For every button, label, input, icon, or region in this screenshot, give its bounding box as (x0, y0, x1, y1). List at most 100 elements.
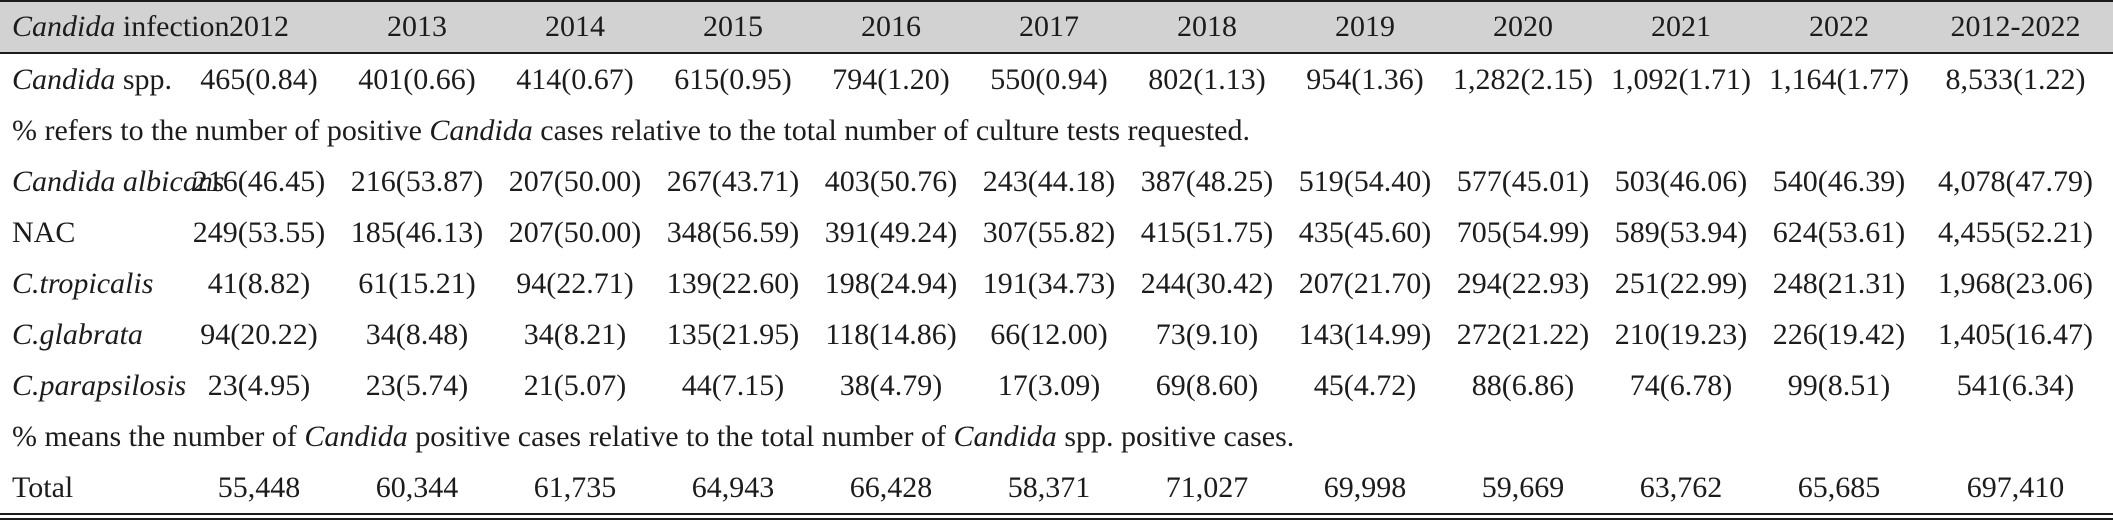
note-segment: % refers to the number of positive (12, 113, 430, 147)
table-cell: 4,455(52.21) (1938, 215, 2093, 249)
table-note-row-1: % refers to the number of positive Candi… (0, 105, 2113, 156)
table-row-nac: NAC 249(53.55) 185(46.13) 207(50.00) 348… (0, 207, 2113, 258)
table-cell: 207(21.70) (1298, 266, 1432, 300)
label-italic: C.parapsilosis (12, 368, 187, 402)
note-segment: % means the number of (12, 419, 305, 453)
table-cell: 391(49.24) (824, 215, 958, 249)
table-cell: 61,735 (496, 462, 654, 520)
header-year-2016: 2016 (812, 1, 970, 53)
note-text-1: % refers to the number of positive Candi… (0, 105, 2113, 156)
table-header-row: Candida infection 2012 2013 2014 2015 20… (0, 1, 2113, 53)
table-cell: 23(4.95) (207, 368, 311, 402)
row-label: Candida albicans (0, 156, 225, 207)
table-row-c-parapsilosis: C.parapsilosis 23(4.95) 23(5.74) 21(5.07… (0, 360, 2113, 411)
row-label: C.glabrata (0, 309, 180, 360)
note-segment-italic: Candida (429, 113, 533, 147)
table-cell: 624(53.61) (1772, 215, 1906, 249)
header-label-roman: infection (115, 10, 230, 43)
table-cell: 69,998 (1286, 462, 1444, 520)
header-year-2013: 2013 (338, 1, 496, 53)
table-cell: 198(24.94) (824, 266, 958, 300)
table-cell: 615(0.95) (674, 62, 792, 96)
table-cell: 415(51.75) (1140, 215, 1274, 249)
note-segment-italic: Candida (304, 419, 408, 453)
table-cell: 541(6.34) (1956, 368, 2075, 402)
table-cell: 414(0.67) (516, 62, 634, 96)
table-cell: 1,405(16.47) (1938, 317, 2093, 351)
table-cell: 251(22.99) (1614, 266, 1748, 300)
table-cell: 794(1.20) (832, 62, 950, 96)
header-year-2021: 2021 (1602, 1, 1760, 53)
table-cell: 465(0.84) (200, 62, 318, 96)
table-cell: 1,164(1.77) (1769, 62, 1909, 96)
header-label-italic: Candida (12, 10, 116, 43)
table-cell: 403(50.76) (824, 164, 958, 198)
table-cell: 705(54.99) (1456, 215, 1590, 249)
label-italic: C.glabrata (12, 317, 143, 351)
table-cell: 540(46.39) (1772, 164, 1906, 198)
note-text-2: % means the number of Candida positive c… (0, 411, 2113, 462)
table-cell: 589(53.94) (1614, 215, 1748, 249)
table-cell: 1,968(23.06) (1938, 266, 2093, 300)
table-cell: 38(4.79) (839, 368, 943, 402)
table-cell: 44(7.15) (681, 368, 785, 402)
header-year-2019: 2019 (1286, 1, 1444, 53)
table-cell: 387(48.25) (1140, 164, 1274, 198)
table-cell: 59,669 (1444, 462, 1602, 520)
table-cell: 185(46.13) (350, 215, 484, 249)
header-year-2018: 2018 (1128, 1, 1286, 53)
table-cell: 139(22.60) (666, 266, 800, 300)
table-cell: 64,943 (654, 462, 812, 520)
header-year-2017: 2017 (970, 1, 1128, 53)
table-cell: 210(19.23) (1614, 317, 1748, 351)
table-cell: 249(53.55) (192, 215, 326, 249)
table-cell: 60,344 (338, 462, 496, 520)
table-cell: 66(12.00) (990, 317, 1108, 351)
table-cell: 802(1.13) (1148, 62, 1266, 96)
table-cell: 207(50.00) (508, 164, 642, 198)
table-row-candida-albicans: Candida albicans 216(46.45) 216(53.87) 2… (0, 156, 2113, 207)
table-cell: 88(6.86) (1471, 368, 1575, 402)
table-cell: 94(22.71) (516, 266, 634, 300)
table-cell: 577(45.01) (1456, 164, 1590, 198)
table-cell: 503(46.06) (1614, 164, 1748, 198)
header-year-2014: 2014 (496, 1, 654, 53)
note-segment: positive cases relative to the total num… (407, 419, 954, 453)
table-cell: 216(53.87) (350, 164, 484, 198)
table-cell: 216(46.45) (192, 164, 326, 198)
note-segment: spp. positive cases. (1056, 419, 1295, 453)
table-cell: 55,448 (180, 462, 338, 520)
table-cell: 143(14.99) (1298, 317, 1432, 351)
table-cell: 41(8.82) (207, 266, 311, 300)
table-cell: 435(45.60) (1298, 215, 1432, 249)
note-segment: cases relative to the total number of cu… (532, 113, 1250, 147)
table-cell: 73(9.10) (1155, 317, 1259, 351)
table-note-row-2: % means the number of Candida positive c… (0, 411, 2113, 462)
row-label: Candida spp. (0, 53, 180, 105)
header-year-2022: 2022 (1760, 1, 1918, 53)
table-cell: 207(50.00) (508, 215, 642, 249)
table-cell: 243(44.18) (982, 164, 1116, 198)
table-cell: 272(21.22) (1456, 317, 1590, 351)
table-cell: 226(19.42) (1772, 317, 1906, 351)
header-period-total: 2012-2022 (1918, 1, 2113, 53)
table-cell: 697,410 (1918, 462, 2113, 520)
header-candida-infection: Candida infection (0, 1, 230, 53)
table-cell: 4,078(47.79) (1938, 164, 2093, 198)
table-cell: 267(43.71) (666, 164, 800, 198)
label-italic: Candida (12, 62, 116, 96)
table-cell: 401(0.66) (358, 62, 476, 96)
table-cell: 63,762 (1602, 462, 1760, 520)
table-cell: 61(15.21) (358, 266, 476, 300)
table-cell: 34(8.48) (365, 317, 469, 351)
table-cell: 118(14.86) (825, 317, 957, 351)
table-cell: 58,371 (970, 462, 1128, 520)
table-cell: 66,428 (812, 462, 970, 520)
header-year-2020: 2020 (1444, 1, 1602, 53)
header-year-2015: 2015 (654, 1, 812, 53)
label-italic: Candida albicans (12, 164, 225, 198)
row-label: NAC (0, 207, 180, 258)
table-row-c-tropicalis: C.tropicalis 41(8.82) 61(15.21) 94(22.71… (0, 258, 2113, 309)
table-cell: 45(4.72) (1313, 368, 1417, 402)
